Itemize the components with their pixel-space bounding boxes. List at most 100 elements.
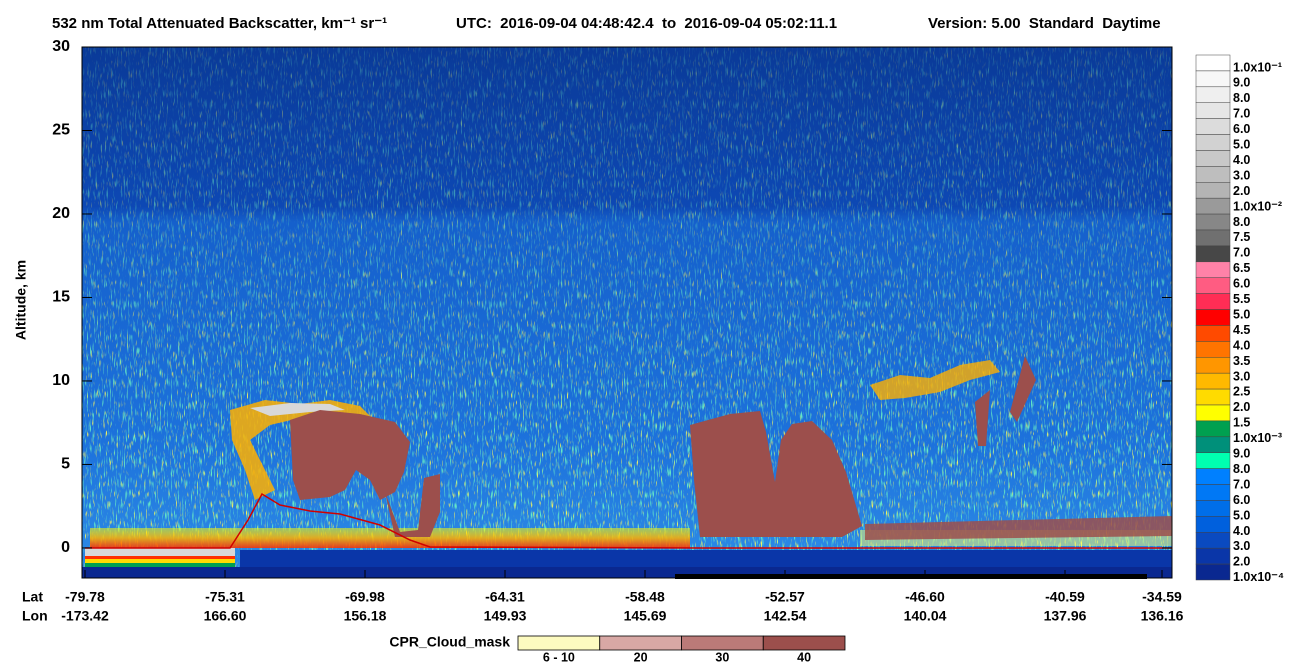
x-tick-label: -52.57 xyxy=(765,589,805,605)
colorbar-label: 6.0 xyxy=(1233,277,1250,291)
cpr-legend-swatch xyxy=(681,635,764,651)
y-tick-label: 30 xyxy=(52,38,70,55)
colorbar-swatch xyxy=(1195,484,1231,501)
colorbar-label: 7.0 xyxy=(1233,477,1250,491)
colorbar-label: 5.0 xyxy=(1233,508,1250,522)
subsurface xyxy=(240,550,1172,567)
colorbar-swatch xyxy=(1195,86,1231,103)
cpr-legend-swatch xyxy=(599,635,682,651)
ground-bar xyxy=(675,574,1147,579)
colorbar-label: 1.0x10⁻⁴ xyxy=(1233,570,1284,584)
aerosol-layer xyxy=(250,403,345,416)
surface-return xyxy=(85,559,235,563)
colorbar-swatch xyxy=(1195,357,1231,374)
x-tick-label: -46.60 xyxy=(905,589,945,605)
colorbar-swatch xyxy=(1195,102,1231,119)
x-row-label: Lat xyxy=(22,589,43,605)
colorbar-swatch xyxy=(1195,532,1231,549)
plot-field xyxy=(82,47,1172,579)
x-tick-label: -40.59 xyxy=(1045,589,1085,605)
colorbar-label: 1.0x10⁻¹ xyxy=(1233,60,1282,74)
colorbar-swatch xyxy=(1195,309,1231,326)
colorbar-swatch xyxy=(1195,500,1231,517)
colorbar-label: 6.5 xyxy=(1233,261,1250,275)
plot-frame xyxy=(81,46,1173,579)
x-tick-label: -75.31 xyxy=(205,589,245,605)
surface-return xyxy=(85,563,235,567)
colorbar-label: 9.0 xyxy=(1233,76,1250,90)
colorbar-label: 9.0 xyxy=(1233,447,1250,461)
colorbar-swatch xyxy=(1195,325,1231,342)
colorbar-label: 2.0 xyxy=(1233,400,1250,414)
cpr-legend-swatch xyxy=(517,635,601,651)
aerosol-layer xyxy=(230,400,372,500)
colorbar-label: 5.0 xyxy=(1233,138,1250,152)
colorbar-swatch xyxy=(1195,388,1231,406)
chart-subtitle: UTC: 2016-09-04 04:48:42.4 to 2016-09-04… xyxy=(456,15,837,32)
y-axis-label: Altitude, km xyxy=(13,260,29,340)
colorbar-label: 7.5 xyxy=(1233,230,1250,244)
colorbar-label: 7.0 xyxy=(1233,246,1250,260)
colorbar-swatch xyxy=(1195,563,1231,581)
cloud xyxy=(975,390,990,446)
colorbar-swatch xyxy=(1195,404,1231,422)
colorbar-swatch xyxy=(1195,341,1231,358)
surface-layer xyxy=(90,528,690,548)
x-tick-label: 149.93 xyxy=(484,608,527,624)
y-tick-label: 15 xyxy=(52,289,70,306)
colorbar-label: 6.0 xyxy=(1233,122,1250,136)
colorbar-swatch xyxy=(1195,261,1231,278)
x-tick-label: -79.78 xyxy=(65,589,105,605)
cpr-legend-swatch xyxy=(762,635,846,651)
colorbar-label: 8.0 xyxy=(1233,462,1250,476)
colorbar-swatch xyxy=(1195,54,1231,72)
colorbar-swatch xyxy=(1195,293,1231,310)
x-tick-label: 156.18 xyxy=(344,608,387,624)
x-tick-label: 136.16 xyxy=(1141,608,1184,624)
colorbar-swatch xyxy=(1195,468,1231,485)
cpr-legend-label: 40 xyxy=(797,650,811,664)
cpr-legend-title: CPR_Cloud_mask xyxy=(389,634,510,650)
colorbar-label: 4.0 xyxy=(1233,524,1250,538)
colorbar-swatch xyxy=(1195,229,1231,247)
colorbar-label: 8.0 xyxy=(1233,91,1250,105)
chart-title: 532 nm Total Attenuated Backscatter, km⁻… xyxy=(52,15,387,32)
colorbar-label: 1.0x10⁻³ xyxy=(1233,431,1282,445)
colorbar-label: 4.5 xyxy=(1233,323,1250,337)
y-tick-label: 5 xyxy=(61,456,70,473)
colorbar-swatch xyxy=(1195,516,1231,533)
colorbar-label: 2.5 xyxy=(1233,385,1250,399)
x-tick-label: 140.04 xyxy=(904,608,947,624)
colorbar-swatch xyxy=(1195,134,1231,151)
surface-return xyxy=(85,556,235,559)
colorbar-label: 1.0x10⁻² xyxy=(1233,199,1282,213)
colorbar-label: 4.0 xyxy=(1233,153,1250,167)
colorbar-label: 4.0 xyxy=(1233,338,1250,352)
cloud xyxy=(1010,356,1036,422)
y-tick-label: 25 xyxy=(52,122,70,139)
x-tick-label: -173.42 xyxy=(61,608,109,624)
cpr-legend-label: 6 - 10 xyxy=(543,650,575,664)
x-row-label: Lon xyxy=(22,608,48,624)
colorbar-swatch xyxy=(1195,420,1231,438)
surface-line xyxy=(85,492,1172,549)
colorbar-label: 7.0 xyxy=(1233,107,1250,121)
colorbar-swatch xyxy=(1195,372,1231,390)
cloud xyxy=(865,516,1172,540)
colorbar-label: 5.0 xyxy=(1233,307,1250,321)
colorbar-swatch xyxy=(1195,245,1231,263)
colorbar-label: 3.0 xyxy=(1233,168,1250,182)
colorbar-label: 2.0 xyxy=(1233,555,1250,569)
colorbar-swatch xyxy=(1195,547,1231,565)
colorbar-label: 3.0 xyxy=(1233,369,1250,383)
y-tick-label: 10 xyxy=(52,372,70,389)
colorbar-swatch xyxy=(1195,166,1231,183)
colorbar-label: 2.0 xyxy=(1233,184,1250,198)
colorbar-label: 3.0 xyxy=(1233,539,1250,553)
y-tick-label: 0 xyxy=(61,539,70,556)
cpr-legend-label: 20 xyxy=(634,650,648,664)
version-label: Version: 5.00 Standard Daytime xyxy=(928,15,1161,32)
colorbar-label: 5.5 xyxy=(1233,292,1250,306)
